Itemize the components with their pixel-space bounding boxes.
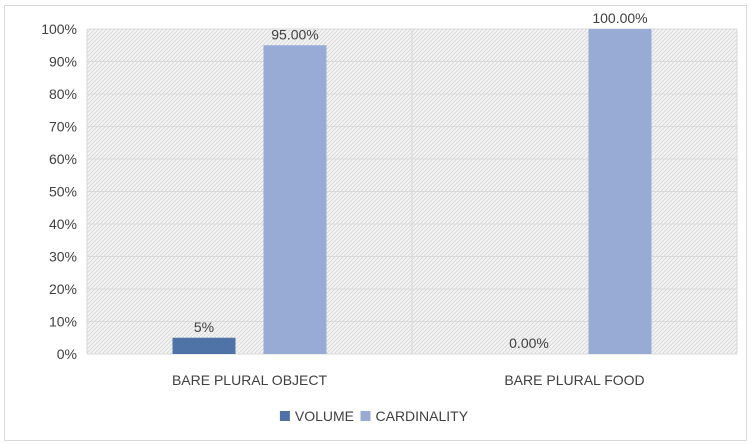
y-tick-label: 40%	[49, 216, 77, 232]
bar-cardinality	[588, 29, 652, 354]
legend-swatch	[279, 411, 290, 421]
y-tick-label: 50%	[49, 184, 77, 200]
data-label: 0.00%	[509, 335, 549, 351]
y-tick-label: 90%	[49, 54, 77, 70]
y-tick-label: 80%	[49, 86, 77, 102]
y-tick-label: 30%	[49, 249, 77, 265]
y-tick-label: 100%	[41, 21, 77, 37]
y-tick-label: 70%	[49, 119, 77, 135]
x-category-label: BARE PLURAL OBJECT	[172, 372, 328, 388]
x-category-label: BARE PLURAL FOOD	[504, 372, 644, 388]
y-tick-label: 60%	[49, 151, 77, 167]
y-tick-label: 10%	[49, 314, 77, 330]
y-tick-label: 0%	[57, 346, 77, 362]
y-tick-label: 20%	[49, 281, 77, 297]
legend-swatch	[360, 411, 371, 421]
bar-cardinality	[263, 45, 327, 354]
legend-label: VOLUME	[295, 408, 354, 424]
legend-label: CARDINALITY	[376, 408, 469, 424]
data-label: 100.00%	[592, 10, 647, 26]
data-label: 5%	[194, 319, 214, 335]
bar-volume	[172, 337, 236, 354]
data-label: 95.00%	[271, 26, 318, 42]
